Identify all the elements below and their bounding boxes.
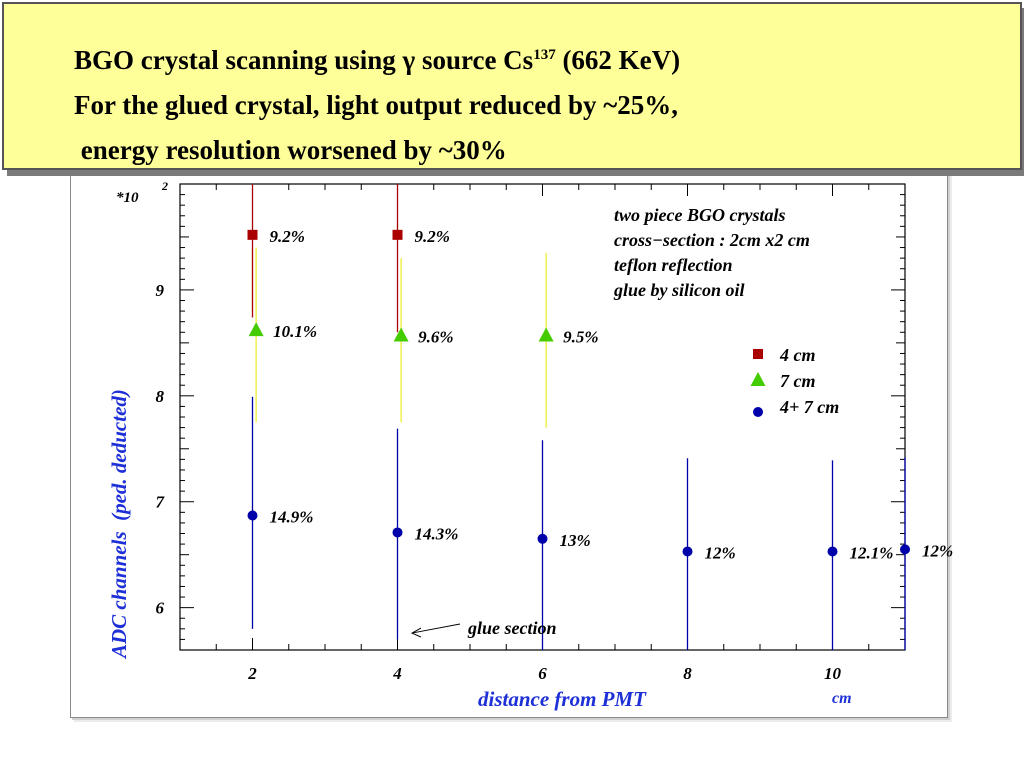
data-label: 9.6% [418,327,453,346]
x-tick-label: 8 [683,664,692,683]
data-label: 12.1% [850,544,894,563]
banner-line-1-text: BGO crystal scanning using γ source Cs [74,45,534,75]
isotope-mass-number: 137 [533,47,556,63]
info-text-line: cross−section : 2cm x2 cm [614,230,810,250]
data-point-circle [827,546,838,557]
data-label: 9.5% [563,327,598,346]
annotation-arrow-line [411,623,461,634]
x-tick-label: 4 [392,664,402,683]
x-tick-label: 10 [824,664,842,683]
legend-label: 4 cm [779,345,816,365]
data-point-square [247,229,258,240]
y-tick-label: 6 [156,599,165,618]
data-label: 10.1% [273,322,317,341]
y-scale-exponent: 2 [161,179,168,193]
x-axis-unit: cm [832,690,852,707]
title-banner: BGO crystal scanning using γ source Cs13… [2,2,1022,170]
banner-line-2: For the glued crystal, light output redu… [74,90,679,120]
data-label: 12% [922,541,953,560]
data-point-circle [392,527,403,538]
data-point-triangle [393,327,409,342]
legend-label: 7 cm [780,371,816,391]
data-label: 14.3% [415,524,459,543]
data-label: 14.9% [270,507,314,526]
legend-marker-triangle [750,372,766,386]
info-text-line: glue by silicon oil [613,280,745,300]
info-text-line: two piece BGO crystals [614,205,785,225]
chart-frame [70,150,948,718]
y-tick-label: 8 [156,387,165,406]
y-scale-label: *10 [116,190,139,206]
data-point-square [392,229,403,240]
data-point-triangle [248,322,264,337]
data-label: 12% [705,544,736,563]
legend-label: 4+ 7 cm [779,397,839,417]
info-text-line: teflon reflection [614,255,732,275]
data-point-circle [537,533,548,544]
y-axis-label: ADC channels (ped. deducted) [107,389,131,660]
data-label: 13% [560,531,591,550]
data-label: 9.2% [270,227,305,246]
x-tick-label: 2 [247,664,257,683]
legend-marker-square [753,349,763,359]
data-label: 9.2% [415,227,450,246]
data-point-circle [247,510,258,521]
annotation-arrow-head [410,627,422,638]
banner-line-1-energy: (662 KeV) [555,45,681,75]
y-tick-label: 9 [156,281,165,300]
data-point-circle [682,546,693,557]
data-point-circle [900,544,910,555]
legend-marker-circle [753,407,763,417]
plot-layer: 2 4 6 8 10 6 7 8 9 9.2% 9.2% 10.1% 9.6% 9.5% 14.9% 14.3… [156,183,953,683]
annotation-text: glue section [467,618,557,638]
x-tick-label: 6 [538,664,547,683]
data-point-triangle [538,327,554,342]
banner-line-3: energy resolution worsened by ~30% [74,135,507,165]
banner-line-1: BGO crystal scanning using γ source Cs13… [74,38,1020,83]
y-tick-label: 7 [156,493,166,512]
x-axis-label: distance from PMT [478,687,647,711]
